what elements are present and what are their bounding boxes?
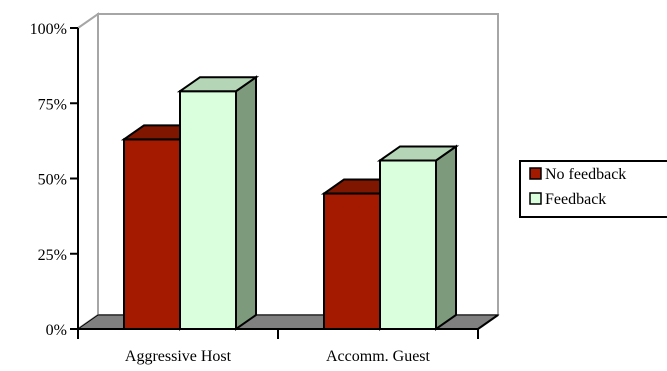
bar-feedback-1 <box>379 159 437 330</box>
axis-group: 0% 25% 50% 75% 100% Aggressive Host Accomm. Gu… <box>30 21 499 365</box>
legend-swatch-1 <box>529 192 542 205</box>
y-tick-label: 25% <box>38 247 67 264</box>
x-tick-label: Aggressive Host <box>125 348 232 365</box>
bars-group <box>120 75 460 331</box>
x-axis-depth-line <box>477 314 499 330</box>
bar-top-1-0 <box>176 76 260 93</box>
y-tick-label: 0% <box>46 322 67 339</box>
y-tick-label: 100% <box>30 21 67 38</box>
legend-label-1: Feedback <box>545 191 606 208</box>
legend-box <box>519 160 667 218</box>
bar-top-1-1 <box>376 145 460 162</box>
bar-side-1-0 <box>235 75 257 331</box>
bar-no-feedback-0 <box>123 138 181 330</box>
bar-feedback-0 <box>179 90 237 330</box>
y-tick-label: 75% <box>38 96 67 113</box>
legend: No feedback Feedback <box>519 160 667 218</box>
x-tick-label: Accomm. Guest <box>326 348 431 365</box>
bar-no-feedback-1 <box>323 192 381 330</box>
legend-swatch-0 <box>529 167 542 180</box>
bar-side-1-1 <box>435 144 457 331</box>
y-tick-label: 50% <box>38 172 67 189</box>
legend-label-0: No feedback <box>545 166 626 183</box>
side-wall <box>77 12 99 331</box>
